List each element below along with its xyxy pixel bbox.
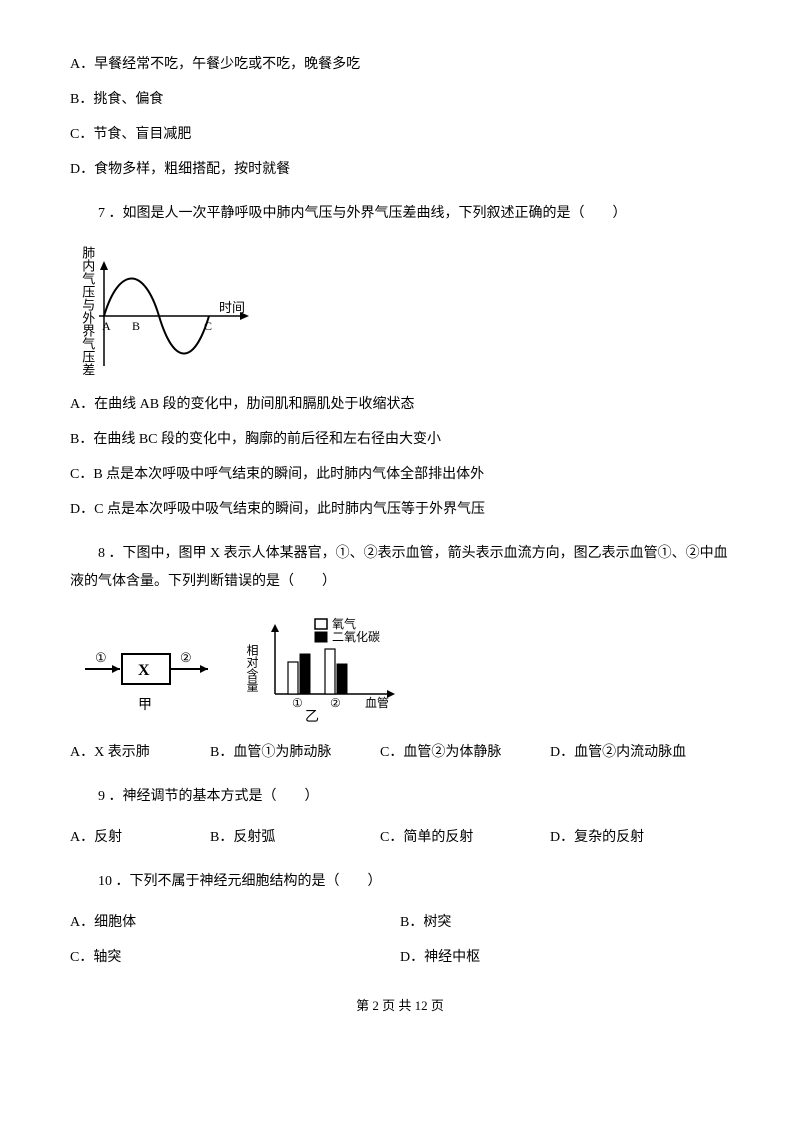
q10-option-b: B．树突 [400,912,730,933]
exam-page: A．早餐经常不吃，午餐少吃或不吃，晚餐多吃 B．挑食、偏食 C．节食、盲目减肥 … [0,0,800,1046]
svg-text:二氧化碳: 二氧化碳 [332,630,380,644]
svg-text:C: C [204,319,212,333]
svg-text:X: X [138,662,150,679]
q8-svg: ① X ② 甲 氧气 二氧化碳 相对含量 [80,614,420,724]
q6-option-d: D．食物多样，粗细搭配，按时就餐 [70,159,730,180]
q9-stem: 9 ．神经调节的基本方式是（ ） [70,783,730,811]
q8-option-c: C．血管②为体静脉 [380,742,550,763]
q10-option-d: D．神经中枢 [400,947,730,968]
q6-option-c: C．节食、盲目减肥 [70,124,730,145]
q10-options-row1: A．细胞体 B．树突 [70,912,730,933]
q7-option-b: B．在曲线 BC 段的变化中，胸廓的前后径和左右径由大变小 [70,429,730,450]
q9-option-b: B．反射弧 [210,827,380,848]
q7-figure: 肺内气压与外界气压差 A B C 时间 [80,246,730,376]
page-footer: 第 2 页 共 12 页 [70,996,730,1016]
q7-ylabel: 肺内气压与外界气压差 [80,246,94,376]
svg-text:①: ① [292,696,303,710]
svg-text:②: ② [330,696,341,710]
q7-option-d: D．C 点是本次呼吸中吸气结束的瞬间，此时肺内气压等于外界气压 [70,499,730,520]
q8-option-d: D．血管②内流动脉血 [550,742,730,763]
svg-text:①: ① [95,650,107,665]
q9-options: A．反射 B．反射弧 C．简单的反射 D．复杂的反射 [70,827,730,848]
q7-curve-svg: A B C 时间 [94,256,254,376]
q8-stem: 8 ．下图中，图甲 X 表示人体某器官，①、②表示血管，箭头表示血流方向，图乙表… [70,540,730,596]
q10-option-c: C．轴突 [70,947,400,968]
q10-option-a: A．细胞体 [70,912,400,933]
q6-option-a: A．早餐经常不吃，午餐少吃或不吃，晚餐多吃 [70,54,730,75]
q8-option-a: A．X 表示肺 [70,742,210,763]
svg-text:乙: 乙 [305,709,319,724]
q9-option-d: D．复杂的反射 [550,827,730,848]
q10-stem: 10 ．下列不属于神经元细胞结构的是（ ） [70,868,730,896]
svg-text:氧气: 氧气 [332,616,356,631]
q10-options-row2: C．轴突 D．神经中枢 [70,947,730,968]
q7-option-a: A．在曲线 AB 段的变化中，肋间肌和膈肌处于收缩状态 [70,394,730,415]
svg-text:②: ② [180,650,192,665]
svg-text:血管: 血管 [365,695,389,710]
q8-figure: ① X ② 甲 氧气 二氧化碳 相对含量 [80,614,730,724]
q7-stem: 7 ．如图是人一次平静呼吸中肺内气压与外界气压差曲线，下列叙述正确的是（ ） [70,200,730,228]
q9-option-a: A．反射 [70,827,210,848]
svg-text:相对含量: 相对含量 [245,644,259,692]
q8-option-b: B．血管①为肺动脉 [210,742,380,763]
svg-text:B: B [132,319,140,333]
q8-options: A．X 表示肺 B．血管①为肺动脉 C．血管②为体静脉 D．血管②内流动脉血 [70,742,730,763]
q9-option-c: C．简单的反射 [380,827,550,848]
q7-option-c: C．B 点是本次呼吸中呼气结束的瞬间，此时肺内气体全部排出体外 [70,464,730,485]
svg-text:A: A [102,319,111,333]
q7-xlabel: 时间 [219,300,245,315]
svg-text:甲: 甲 [138,698,152,713]
q6-option-b: B．挑食、偏食 [70,89,730,110]
